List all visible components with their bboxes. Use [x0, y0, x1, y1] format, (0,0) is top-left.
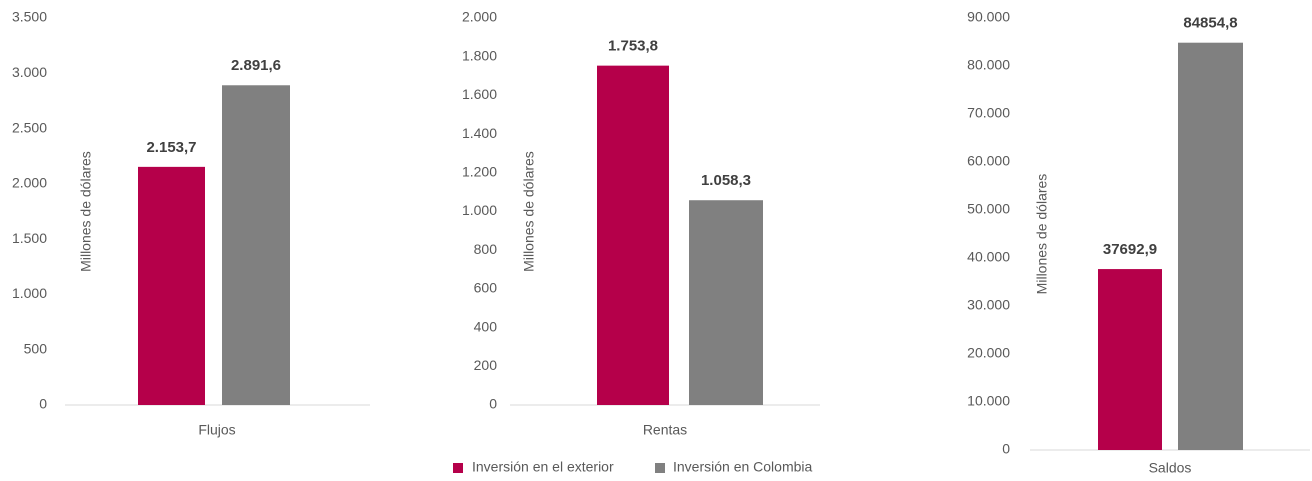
x-tick-label: Rentas: [643, 422, 687, 438]
y-tick-label: 2.000: [12, 175, 47, 191]
y-tick-label: 0: [39, 396, 47, 412]
value-label: 84854,8: [1183, 15, 1237, 32]
x-tick-label: Saldos: [1149, 460, 1192, 476]
y-tick-label: 1.000: [462, 202, 497, 218]
y-tick-label: 60.000: [967, 153, 1010, 169]
x-tick-label: Flujos: [198, 422, 235, 438]
y-axis-label: Millones de dólares: [1034, 174, 1050, 295]
bar: [138, 166, 205, 405]
value-label: 37692,9: [1103, 241, 1157, 258]
legend-label: Inversión en el exterior: [472, 459, 614, 475]
y-tick-label: 200: [474, 357, 498, 373]
y-tick-label: 3.000: [12, 64, 47, 80]
y-axis-label: Millones de dólares: [521, 151, 537, 272]
legend-swatch: [655, 463, 665, 473]
y-tick-label: 0: [1002, 441, 1010, 457]
bar: [689, 200, 763, 405]
y-tick-label: 40.000: [967, 249, 1010, 265]
bar: [597, 65, 669, 405]
y-tick-label: 800: [474, 241, 498, 257]
y-tick-label: 20.000: [967, 345, 1010, 361]
y-tick-label: 1.800: [462, 47, 497, 63]
y-tick-label: 0: [489, 396, 497, 412]
bar: [1178, 42, 1243, 450]
y-tick-label: 600: [474, 280, 498, 296]
y-tick-label: 500: [24, 340, 48, 356]
y-tick-label: 50.000: [967, 201, 1010, 217]
value-label: 2.891,6: [231, 57, 281, 74]
bar: [1098, 269, 1162, 450]
y-tick-label: 3.500: [12, 9, 47, 25]
value-label: 1.753,8: [608, 38, 658, 55]
y-axis-label: Millones de dólares: [78, 151, 94, 272]
y-tick-label: 1.200: [462, 164, 497, 180]
y-tick-label: 80.000: [967, 57, 1010, 73]
y-tick-label: 2.000: [462, 9, 497, 25]
y-tick-label: 2.500: [12, 119, 47, 135]
bar: [222, 85, 290, 405]
y-tick-label: 30.000: [967, 297, 1010, 313]
y-tick-label: 90.000: [967, 9, 1010, 25]
y-tick-label: 1.400: [462, 125, 497, 141]
legend-label: Inversión en Colombia: [673, 459, 813, 475]
value-label: 1.058,3: [701, 172, 751, 189]
y-tick-label: 10.000: [967, 393, 1010, 409]
y-tick-label: 70.000: [967, 105, 1010, 121]
y-tick-label: 1.000: [12, 285, 47, 301]
y-tick-label: 1.500: [12, 230, 47, 246]
y-tick-label: 1.600: [462, 86, 497, 102]
value-label: 2.153,7: [146, 139, 196, 156]
legend-swatch: [453, 463, 463, 473]
y-tick-label: 400: [474, 318, 498, 334]
